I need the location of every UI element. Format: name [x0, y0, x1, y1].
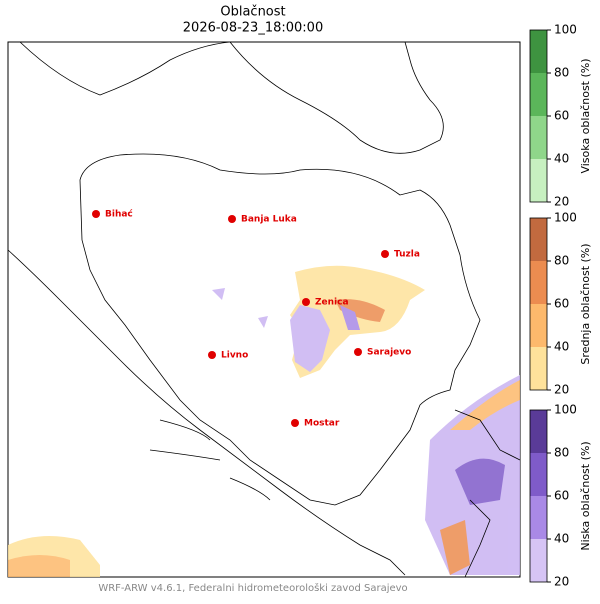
colorbar-tick-label: 100 — [554, 403, 577, 417]
colorbar-band — [530, 30, 547, 73]
colorbar-band — [530, 347, 547, 390]
colorbar-tick-label: 80 — [554, 66, 569, 80]
colorbar-tick-label: 20 — [554, 575, 569, 589]
colorbar-tick-label: 80 — [554, 446, 569, 460]
city-label: Banja Luka — [241, 215, 297, 225]
city-label: Tuzla — [394, 250, 420, 260]
city-layer: Bihać Banja Luka Tuzla Zenica Livno Sarajevo M… — [92, 209, 420, 429]
city-dot — [291, 419, 299, 427]
colorbar-tick-label: 60 — [554, 109, 569, 123]
colorbar-tick-label: 40 — [554, 532, 569, 546]
city-label: Sarajevo — [367, 348, 411, 358]
city-label: Bihać — [105, 209, 133, 220]
map-area — [7, 41, 521, 578]
city-dot — [302, 298, 310, 306]
city-dot — [228, 215, 236, 223]
colorbar-tick-label: 20 — [554, 195, 569, 209]
colorbar-label: Srednja oblačnost (%) — [579, 243, 592, 364]
colorbar-band — [530, 261, 547, 304]
footer: WRF-ARW v4.6.1, Federalni hidrometeorolo… — [98, 582, 407, 594]
city-label: Livno — [221, 351, 248, 361]
colorbar-band — [530, 218, 547, 261]
city-dot — [92, 210, 100, 218]
colorbar-tick-label: 40 — [554, 152, 569, 166]
colorbar-tick-label: 40 — [554, 340, 569, 354]
city-label: Zenica — [315, 298, 349, 308]
subtitle: 2026-08-23_18:00:00 — [183, 21, 323, 36]
colorbar-band — [530, 410, 547, 453]
colorbar-label: Niska oblačnost (%) — [579, 441, 592, 550]
colorbar-tick-label: 60 — [554, 489, 569, 503]
colorbar-band — [530, 159, 547, 202]
colorbar-band — [530, 453, 547, 496]
colorbar-tick-label: 80 — [554, 254, 569, 268]
colorbar-label: Visoka oblačnost (%) — [579, 58, 592, 173]
city-label: Mostar — [304, 419, 340, 429]
colorbar-band — [530, 116, 547, 159]
colorbar-band — [530, 539, 547, 582]
colorbar-tick-label: 60 — [554, 297, 569, 311]
colorbars: 20 40 60 80 100 Visoka oblačnost (%) 20 40 60 80 1… — [529, 23, 592, 589]
city-dot — [208, 351, 216, 359]
colorbar-tick-label: 20 — [554, 383, 569, 397]
colorbar-band — [530, 304, 547, 347]
colorbar-band — [530, 496, 547, 539]
colorbar-tick-label: 100 — [554, 23, 577, 37]
title: Oblačnost — [220, 5, 285, 20]
city-dot — [354, 348, 362, 356]
colorbar-tick-label: 100 — [554, 211, 577, 225]
city-dot — [381, 250, 389, 258]
colorbar-band — [530, 73, 547, 116]
